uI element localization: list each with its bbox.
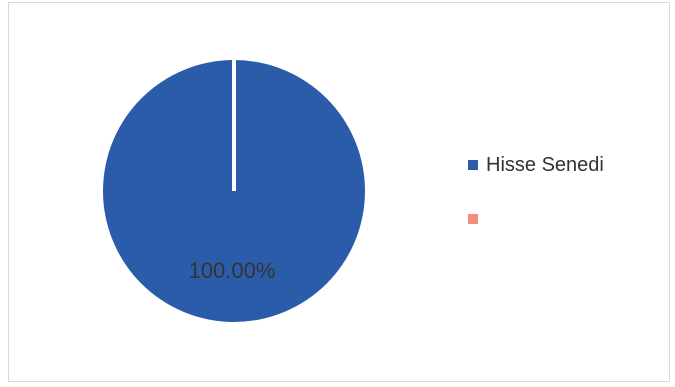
legend: Hisse Senedi [468, 150, 604, 258]
legend-swatch [468, 160, 478, 170]
legend-item-empty [468, 204, 604, 234]
legend-label: Hisse Senedi [486, 153, 604, 176]
legend-swatch [468, 214, 478, 224]
legend-item-hisse-senedi: Hisse Senedi [468, 150, 604, 180]
data-label: 100.00% [189, 258, 276, 283]
